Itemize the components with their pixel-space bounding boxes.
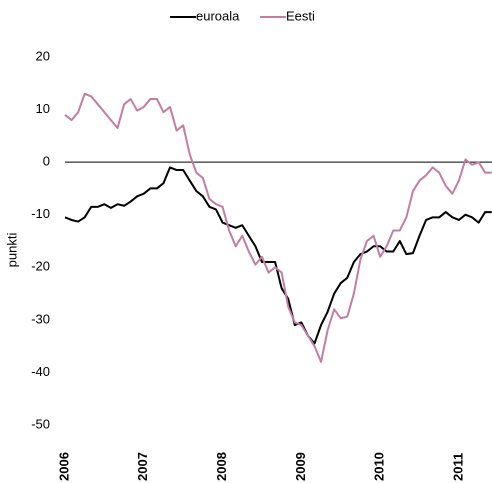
y-tick-label: -30 xyxy=(31,311,50,326)
series-line xyxy=(64,92,492,363)
y-tick-label: -10 xyxy=(31,206,50,221)
series-line xyxy=(64,166,492,345)
y-tick-label: 20 xyxy=(36,48,50,63)
y-tick-label: -50 xyxy=(31,416,50,431)
y-tick-label: -20 xyxy=(31,259,50,274)
x-tick-label: 2007 xyxy=(135,452,150,481)
x-tick-label: 2010 xyxy=(372,452,387,481)
legend-label: Eesti xyxy=(286,8,315,23)
y-tick-label: -40 xyxy=(31,364,50,379)
y-tick-label: 10 xyxy=(36,101,50,116)
x-tick-label: 2008 xyxy=(214,452,229,481)
x-tick-label: 2009 xyxy=(293,452,308,481)
y-axis-label: punkti xyxy=(4,233,19,268)
y-tick-label: 0 xyxy=(43,154,50,169)
legend-label: euroala xyxy=(196,8,240,23)
x-tick-label: 2006 xyxy=(56,452,71,481)
x-tick-label: 2011 xyxy=(450,453,465,481)
